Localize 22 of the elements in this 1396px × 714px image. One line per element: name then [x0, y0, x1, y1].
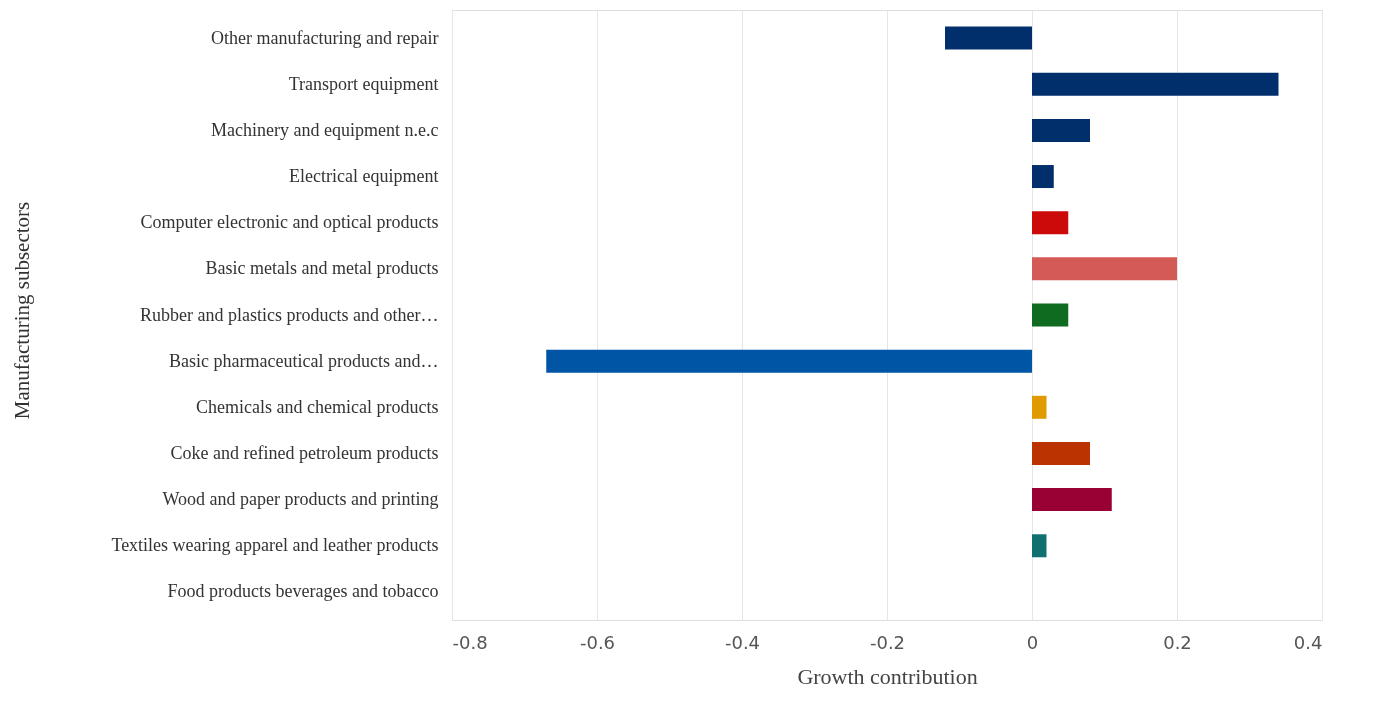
y-tick-label: Machinery and equipment n.e.c — [211, 119, 439, 140]
x-tick-label: 0.4 — [1293, 631, 1323, 653]
y-tick-label: Other manufacturing and repair — [211, 27, 439, 48]
x-tick-label: 0 — [1026, 631, 1039, 653]
x-tick-label: -0.8 — [452, 631, 488, 653]
y-axis-title: Manufacturing subsectors — [9, 201, 34, 420]
y-tick-label: Transport equipment — [288, 73, 439, 94]
x-tick-label: 0.2 — [1163, 631, 1192, 653]
y-tick-label: Coke and refined petroleum products — [170, 442, 439, 463]
y-tick-label: Food products beverages and tobacco — [167, 581, 439, 602]
y-tick-label: Basic pharmaceutical products and… — [169, 350, 439, 371]
y-tick-label: Electrical equipment — [289, 166, 439, 187]
y-tick-label: Basic metals and metal products — [205, 258, 439, 279]
x-tick-label: -0.4 — [724, 631, 761, 653]
y-tick-label: Wood and paper products and printing — [162, 489, 439, 510]
x-axis-title: Growth contribution — [797, 663, 978, 689]
y-tick-label: Rubber and plastics products and other… — [140, 304, 439, 325]
y-tick-label: Computer electronic and optical products — [140, 212, 439, 233]
y-tick-label: Chemicals and chemical products — [196, 396, 439, 417]
x-tick-label: -0.6 — [579, 631, 616, 653]
y-tick-label: Textiles wearing apparel and leather products — [111, 535, 439, 556]
x-tick-label: -0.2 — [869, 631, 906, 653]
